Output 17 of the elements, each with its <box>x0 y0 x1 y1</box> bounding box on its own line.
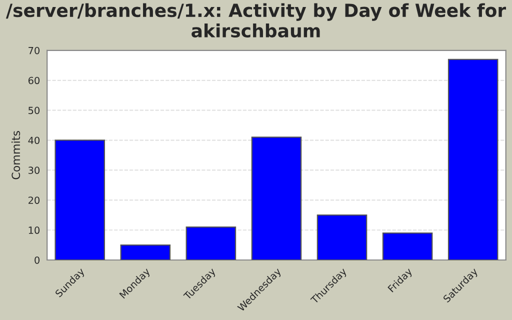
y-tick-label: 20 <box>28 196 40 204</box>
bar <box>120 244 171 260</box>
y-tick-label: 70 <box>28 46 40 54</box>
bar <box>316 214 368 260</box>
y-tick-label: 30 <box>28 166 40 174</box>
y-tick-label: 40 <box>28 136 40 144</box>
y-tick-label: 60 <box>28 76 40 84</box>
y-tick-label: 10 <box>28 226 40 234</box>
bar <box>251 136 302 260</box>
bar <box>448 58 498 260</box>
bar <box>382 232 433 260</box>
y-axis-title: Commits <box>11 131 20 180</box>
bar <box>54 140 106 260</box>
y-tick-label: 50 <box>28 106 40 114</box>
chart-title: /server/branches/1.x: Activity by Day of Week for akirschbaum <box>6 3 506 38</box>
y-tick-label: 0 <box>34 256 40 264</box>
bar <box>186 226 236 260</box>
